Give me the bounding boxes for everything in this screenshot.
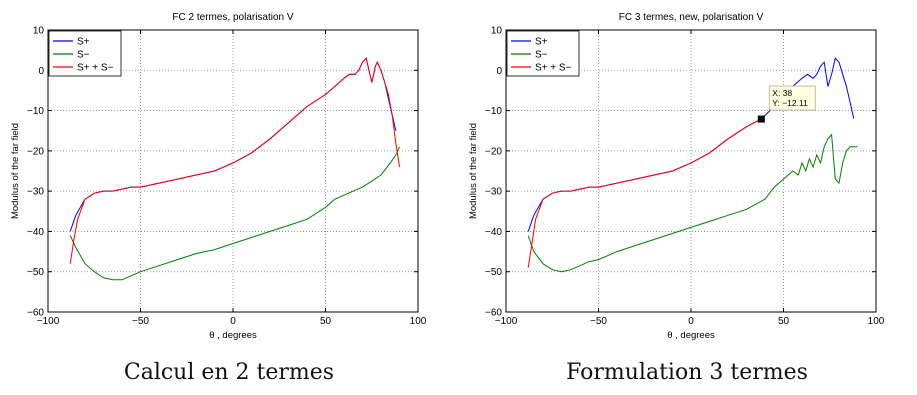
- x-tick-label: −100: [495, 316, 518, 327]
- y-tick-label: −20: [485, 146, 502, 157]
- y-tick-label: −30: [485, 187, 502, 198]
- x-axis-label: θ , degrees: [667, 330, 715, 341]
- y-axis-label: Modulus of the far field: [10, 123, 21, 219]
- datatip-x-label: X: 38: [772, 88, 792, 98]
- x-tick-label: 0: [230, 316, 236, 327]
- y-tick-label: 0: [38, 66, 44, 77]
- x-tick-label: −50: [590, 316, 607, 327]
- x-axis-label: θ , degrees: [209, 330, 257, 341]
- y-tick-label: −50: [485, 267, 502, 278]
- y-tick-label: −50: [27, 267, 44, 278]
- legend-label-0: S+: [77, 37, 90, 48]
- y-tick-label: −30: [27, 187, 44, 198]
- y-tick-label: −10: [485, 106, 502, 117]
- x-tick-label: 50: [778, 316, 790, 327]
- series-line-2: [527, 118, 762, 268]
- x-tick-label: 0: [688, 316, 694, 327]
- y-tick-label: −20: [27, 146, 44, 157]
- y-tick-label: −40: [485, 227, 502, 238]
- y-tick-label: −60: [27, 308, 44, 319]
- right-chart-panel: −100 −50 0 50 100 10 0 −10 −20 −30 −40 −50 −60 FC 3 t…: [458, 0, 916, 395]
- y-tick-label: 10: [491, 26, 503, 37]
- legend-label-0: S+: [535, 37, 548, 48]
- x-tick-label: −50: [132, 316, 149, 327]
- legend-label-1: S−: [77, 50, 90, 61]
- left-chart-caption: Calcul en 2 termes: [123, 360, 335, 385]
- legend-label-2: S+ + S−: [535, 63, 572, 74]
- x-tick-label: 100: [410, 316, 427, 327]
- y-axis-label: Modulus of the far field: [468, 123, 479, 219]
- chart-title: FC 2 termes, polarisation V: [172, 12, 293, 23]
- x-tick-label: −100: [37, 316, 60, 327]
- x-tick-label: 100: [868, 316, 885, 327]
- chart-title: FC 3 termes, new, polarisation V: [619, 12, 764, 23]
- x-tick-label: 50: [320, 316, 332, 327]
- series-line-2: [69, 57, 400, 264]
- y-tick-label: 10: [33, 26, 45, 37]
- y-tick-label: −60: [485, 308, 502, 319]
- datatip-box: [768, 85, 816, 111]
- y-tick-label: 0: [496, 66, 502, 77]
- legend-label-2: S+ + S−: [77, 63, 114, 74]
- right-chart-caption: Formulation 3 termes: [566, 360, 808, 385]
- y-tick-label: −10: [27, 106, 44, 117]
- series-line-1: [69, 146, 400, 281]
- datatip-marker: [757, 115, 765, 123]
- series-line-1: [527, 133, 858, 273]
- y-tick-label: −40: [27, 227, 44, 238]
- datatip-y-label: Y: −12.11: [772, 98, 808, 108]
- left-chart-panel: −100 −50 0 50 100 10 0 −10 −20 −30 −40 −50 −60 FC 2 t…: [0, 0, 458, 395]
- legend-label-1: S−: [535, 50, 548, 61]
